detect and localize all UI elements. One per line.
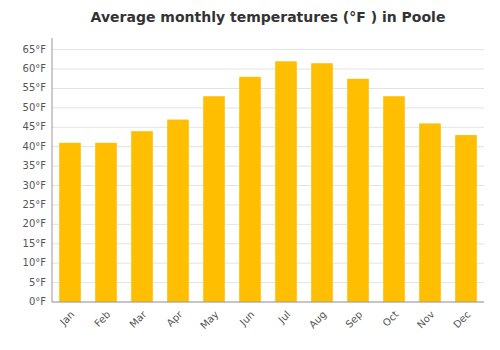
y-tick-label: 15°F bbox=[23, 238, 47, 249]
bar bbox=[59, 143, 81, 302]
x-tick-label: Nov bbox=[415, 309, 437, 331]
y-tick-label: 30°F bbox=[23, 180, 47, 191]
x-tick-label: Jul bbox=[275, 309, 292, 326]
bar bbox=[239, 77, 261, 302]
bar bbox=[383, 96, 405, 302]
bar bbox=[95, 143, 117, 302]
x-tick-label: May bbox=[198, 309, 220, 331]
bar bbox=[347, 79, 369, 302]
x-axis-line bbox=[52, 302, 484, 303]
bar bbox=[419, 123, 441, 302]
y-tick-label: 40°F bbox=[23, 141, 47, 152]
y-tick-label: 5°F bbox=[29, 277, 46, 288]
y-tick-label: 35°F bbox=[23, 160, 47, 171]
x-tick-label: Sep bbox=[343, 309, 364, 330]
bar bbox=[311, 63, 333, 302]
x-tick-label: Dec bbox=[451, 309, 472, 330]
y-tick-label: 0°F bbox=[29, 296, 46, 307]
x-tick-label: Oct bbox=[380, 309, 400, 329]
bar bbox=[131, 131, 153, 302]
y-tick-label: 60°F bbox=[23, 63, 47, 74]
x-tick-label: Aug bbox=[307, 309, 329, 331]
bar bbox=[203, 96, 225, 302]
bar bbox=[275, 61, 297, 302]
chart-title: Average monthly temperatures (°F ) in Po… bbox=[91, 9, 446, 25]
bar bbox=[455, 135, 477, 302]
grid-line bbox=[52, 88, 484, 89]
y-axis-line bbox=[52, 38, 53, 302]
y-tick-label: 10°F bbox=[23, 257, 47, 268]
y-tick-label: 45°F bbox=[23, 121, 47, 132]
y-tick-label: 55°F bbox=[23, 82, 47, 93]
y-tick-label: 20°F bbox=[23, 218, 47, 229]
x-tick-label: Jun bbox=[237, 309, 257, 329]
grid-line bbox=[52, 302, 484, 303]
grid bbox=[52, 50, 484, 302]
bars bbox=[59, 61, 477, 302]
x-tick-label: Jan bbox=[57, 309, 76, 328]
chart: Average monthly temperatures (°F ) in Po… bbox=[0, 0, 500, 350]
x-tick-label: Mar bbox=[127, 308, 149, 330]
grid-line bbox=[52, 69, 484, 70]
bar bbox=[167, 120, 189, 302]
x-tick-label: Feb bbox=[92, 309, 112, 329]
y-tick-label: 50°F bbox=[23, 102, 47, 113]
grid-line bbox=[52, 107, 484, 108]
y-tick-label: 65°F bbox=[23, 44, 47, 55]
y-tick-label: 25°F bbox=[23, 199, 47, 210]
grid-line bbox=[52, 49, 484, 50]
x-tick-label: Apr bbox=[164, 308, 185, 329]
